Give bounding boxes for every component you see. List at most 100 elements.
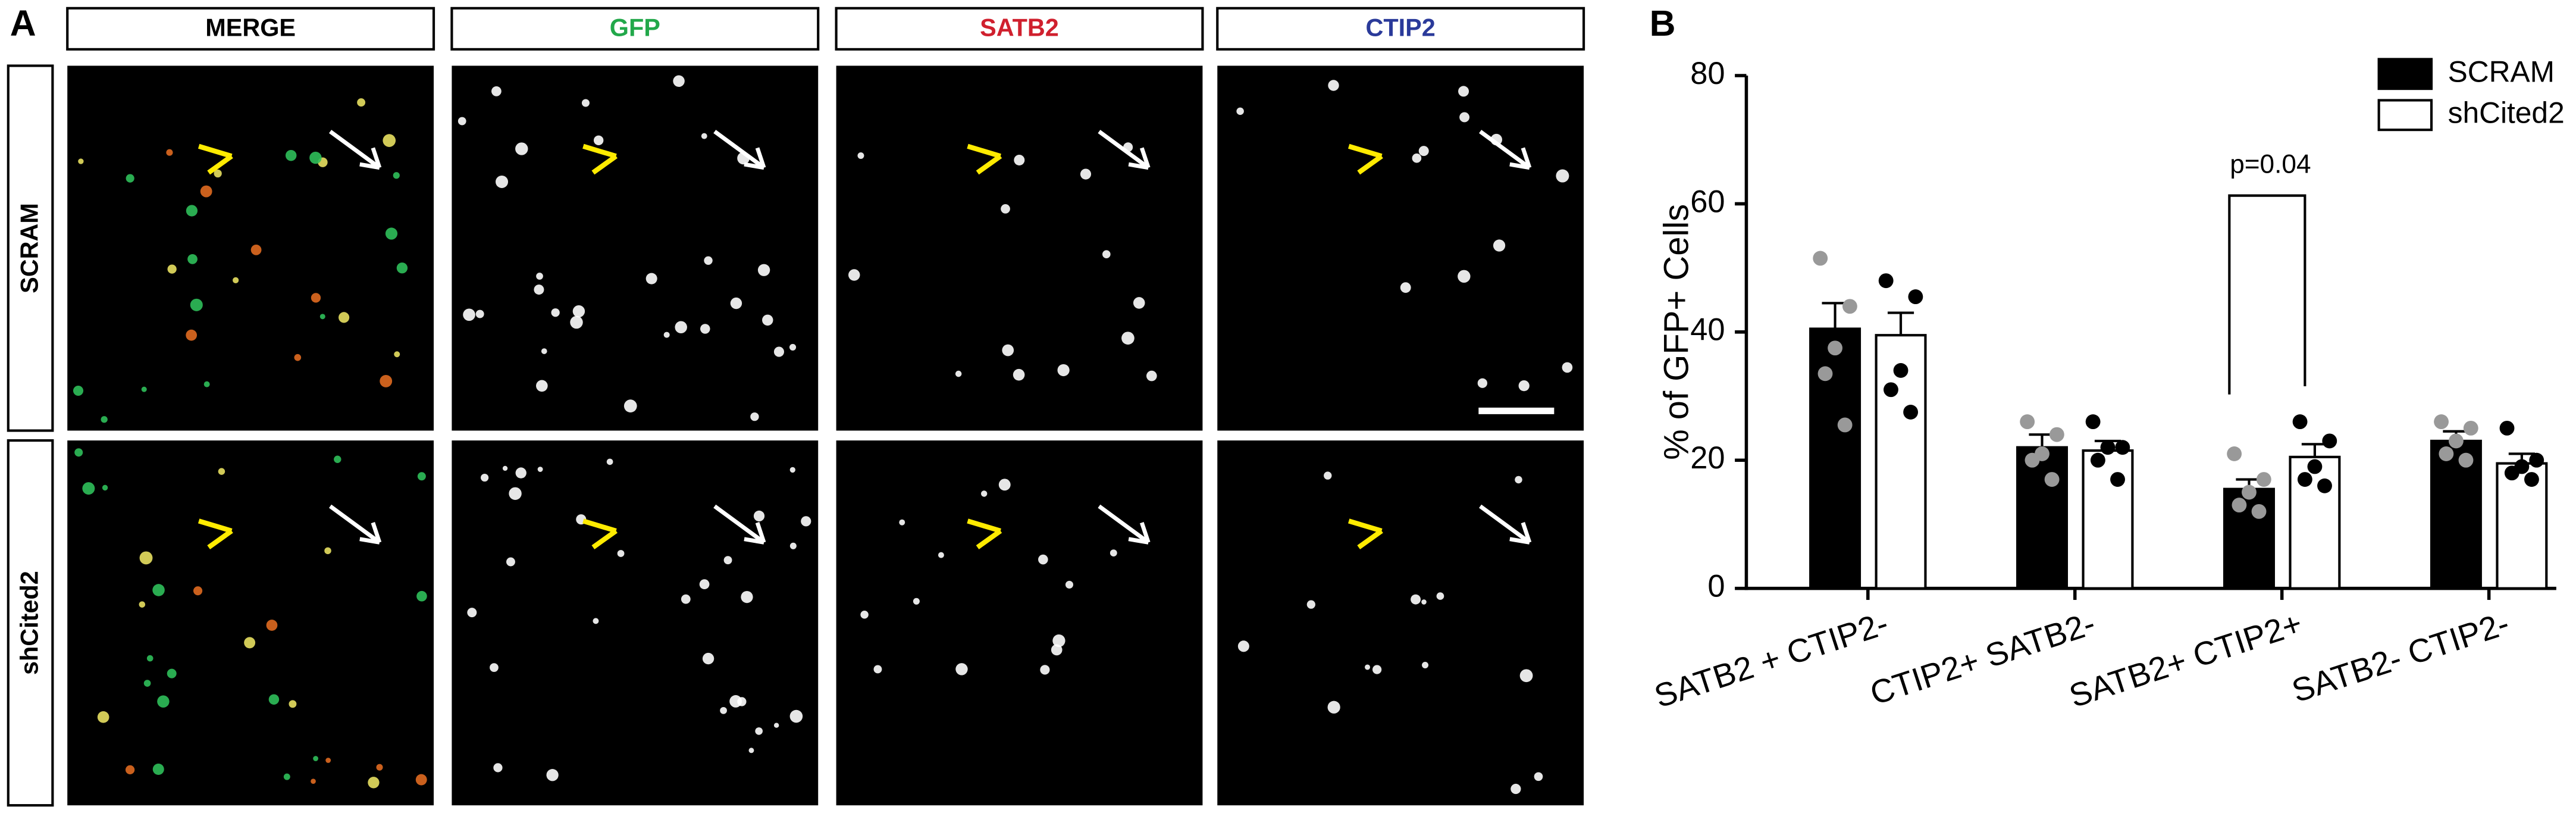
column-header: SATB2 xyxy=(980,14,1059,42)
cell xyxy=(1237,640,1249,652)
bar xyxy=(1809,327,1862,590)
cell xyxy=(581,99,590,107)
arrow xyxy=(1098,504,1151,545)
data-point xyxy=(2025,452,2040,468)
cell xyxy=(218,468,225,475)
data-point xyxy=(1893,363,1909,378)
cell xyxy=(998,479,1011,491)
cell xyxy=(1436,592,1444,600)
cell xyxy=(467,608,477,618)
micrograph xyxy=(1217,440,1584,806)
cell xyxy=(193,586,203,596)
data-point xyxy=(2292,414,2308,430)
cell xyxy=(385,227,398,240)
arrow xyxy=(582,518,618,549)
data-point xyxy=(2504,465,2519,481)
cell xyxy=(139,551,153,565)
cell xyxy=(720,706,727,714)
cell xyxy=(1412,153,1422,163)
data-point xyxy=(1817,366,1833,382)
cell xyxy=(78,158,84,164)
bar xyxy=(2223,487,2275,590)
cell xyxy=(383,134,396,147)
data-point xyxy=(1842,299,1857,314)
error-bar xyxy=(1887,311,1914,336)
cell xyxy=(491,86,502,96)
data-point xyxy=(1908,289,1923,305)
cell xyxy=(289,700,297,708)
cell xyxy=(339,312,350,323)
cell xyxy=(570,315,583,329)
cell xyxy=(1121,332,1135,345)
cell xyxy=(1400,282,1411,293)
cell xyxy=(1421,599,1427,605)
cell xyxy=(515,142,528,155)
legend-label: shCited2 xyxy=(2448,96,2565,129)
arrow xyxy=(1098,130,1151,170)
column-header-box xyxy=(450,7,820,51)
cell xyxy=(97,711,109,723)
cell xyxy=(1459,112,1470,123)
cell xyxy=(938,552,944,558)
cell xyxy=(1102,250,1111,258)
cell xyxy=(730,297,742,309)
cell xyxy=(1418,146,1429,157)
cell xyxy=(1556,169,1569,183)
micrograph xyxy=(67,440,434,806)
cell xyxy=(1236,107,1244,115)
cell xyxy=(663,332,670,338)
data-point xyxy=(2317,478,2332,493)
cell xyxy=(126,174,134,183)
cell xyxy=(750,412,759,421)
row-header: SCRAM xyxy=(15,203,43,293)
cell xyxy=(141,386,147,392)
data-point xyxy=(2439,446,2454,461)
cell xyxy=(623,399,637,413)
cell xyxy=(534,284,544,295)
cell xyxy=(187,254,198,264)
arrow xyxy=(1479,130,1532,170)
data-point xyxy=(2090,452,2105,468)
cell xyxy=(1365,664,1371,670)
cell xyxy=(143,680,151,687)
cell xyxy=(536,380,548,392)
cell xyxy=(166,149,173,156)
y-tick-label: 80 xyxy=(1690,57,1725,91)
cell xyxy=(546,769,559,781)
data-point xyxy=(2529,452,2544,468)
data-point xyxy=(2242,484,2257,500)
column-header-box xyxy=(835,7,1204,51)
cell xyxy=(748,748,754,753)
annotation: p=0.04 xyxy=(2230,150,2311,179)
arrow xyxy=(967,143,1002,175)
cell xyxy=(167,264,177,274)
cell xyxy=(801,516,811,527)
cell xyxy=(1040,665,1050,675)
cell xyxy=(313,756,318,761)
cell xyxy=(755,727,763,735)
bar xyxy=(2082,449,2134,590)
cell xyxy=(606,458,613,465)
cell xyxy=(125,765,135,775)
data-point xyxy=(2049,427,2064,442)
cell xyxy=(1458,86,1469,97)
cell xyxy=(1080,168,1092,180)
arrow xyxy=(582,143,618,175)
cell xyxy=(789,542,797,549)
cell xyxy=(1014,154,1025,165)
cell xyxy=(481,473,489,482)
cell xyxy=(146,655,153,662)
cell xyxy=(380,374,393,387)
cell xyxy=(593,135,604,145)
cell xyxy=(1422,662,1429,669)
cell xyxy=(186,329,198,341)
bar xyxy=(2016,446,2069,590)
cell xyxy=(457,117,466,126)
cell xyxy=(1013,368,1025,381)
cell xyxy=(1146,370,1157,382)
cell xyxy=(723,556,732,565)
panel-a: A MERGE GFP SATB2 CTIP2 SCRAM shCited2 xyxy=(7,3,1585,807)
bar xyxy=(2430,439,2482,590)
cell xyxy=(1372,665,1382,674)
